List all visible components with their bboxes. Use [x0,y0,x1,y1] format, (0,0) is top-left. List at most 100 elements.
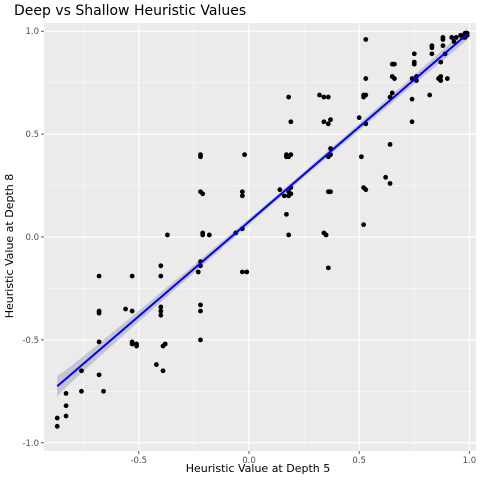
data-point [286,94,292,100]
data-point [438,74,444,79]
data-point [358,154,364,160]
data-point [449,35,455,40]
data-point [79,368,84,374]
data-point [429,45,435,51]
data-point [277,187,283,193]
data-point [239,193,245,199]
data-point [363,187,369,193]
data-point [323,232,329,238]
data-point [158,312,164,318]
trend-line [56,33,468,388]
grid-lines [44,23,476,451]
data-point [321,119,327,125]
data-point [427,92,433,98]
data-point [54,415,60,421]
x-axis-title: Heuristic Value at Depth 5 [186,462,331,475]
data-point [101,388,106,394]
data-point [54,423,60,429]
data-point [392,76,397,81]
data-point [288,152,294,158]
data-point [392,61,397,67]
data-point [440,43,446,49]
data-point [158,263,164,269]
data-point [325,265,331,271]
y-tick-label: 0.5 [25,130,39,140]
data-point [242,152,247,158]
data-point [284,211,289,217]
data-point [328,189,333,195]
data-point [134,341,139,347]
data-point [239,189,245,195]
data-point [96,339,102,345]
y-tick-label: 0.0 [25,233,39,243]
data-point [79,388,84,394]
data-point [438,59,444,65]
y-axis-ticks: -1.0 -0.5 0.0 0.5 1.0 [22,27,44,449]
data-point [239,269,245,275]
data-point [195,269,201,275]
data-point [96,310,102,316]
data-point [325,94,331,100]
data-point [411,59,417,65]
x-tick-label: 0.0 [242,456,256,466]
data-point [160,368,166,374]
data-point [440,35,446,40]
data-point [409,96,415,102]
data-point [129,341,135,347]
data-point [451,39,457,44]
chart-title: Deep vs Shallow Heuristic Values [14,3,246,19]
data-point [63,413,69,419]
data-point [356,115,362,121]
data-point [162,341,168,347]
data-point [286,193,292,199]
data-point [129,308,135,314]
y-tick-label: 1.0 [25,27,39,37]
data-point [361,222,366,228]
data-point [63,390,69,396]
data-point [389,90,395,96]
data-point [325,121,331,127]
data-point [158,304,164,310]
data-point [281,193,287,199]
x-tick-label: -0.5 [130,456,147,466]
data-point [206,232,212,238]
data-point [96,273,102,279]
x-tick-label: 1.0 [463,456,477,466]
data-point [165,232,170,238]
x-tick-label: 0.5 [352,456,366,466]
data-point [244,269,250,275]
data-point [363,76,369,81]
data-point [154,362,159,367]
data-point [200,232,206,238]
data-point [328,117,333,123]
y-tick-label: -0.5 [22,336,39,346]
data-point [363,37,369,42]
data-point [409,119,415,125]
data-point [198,302,203,308]
data-point [288,119,294,125]
data-point [286,232,292,238]
data-point [438,78,444,84]
data-point [200,191,206,197]
data-point [411,51,417,57]
data-point [198,337,203,343]
data-point [317,92,322,98]
y-tick-label: -1.0 [22,439,39,449]
data-point [198,154,203,160]
data-point [198,308,203,314]
data-point [387,181,393,186]
data-point [63,403,69,409]
data-point [453,35,459,40]
data-point [429,51,435,57]
data-point [387,142,393,147]
data-point [158,308,164,314]
confidence-band [57,28,468,397]
data-point [96,372,102,378]
data-point [444,76,450,81]
data-point [383,174,389,180]
data-point [363,92,369,98]
data-point [123,306,128,312]
data-point [158,273,164,279]
data-point [129,273,135,279]
